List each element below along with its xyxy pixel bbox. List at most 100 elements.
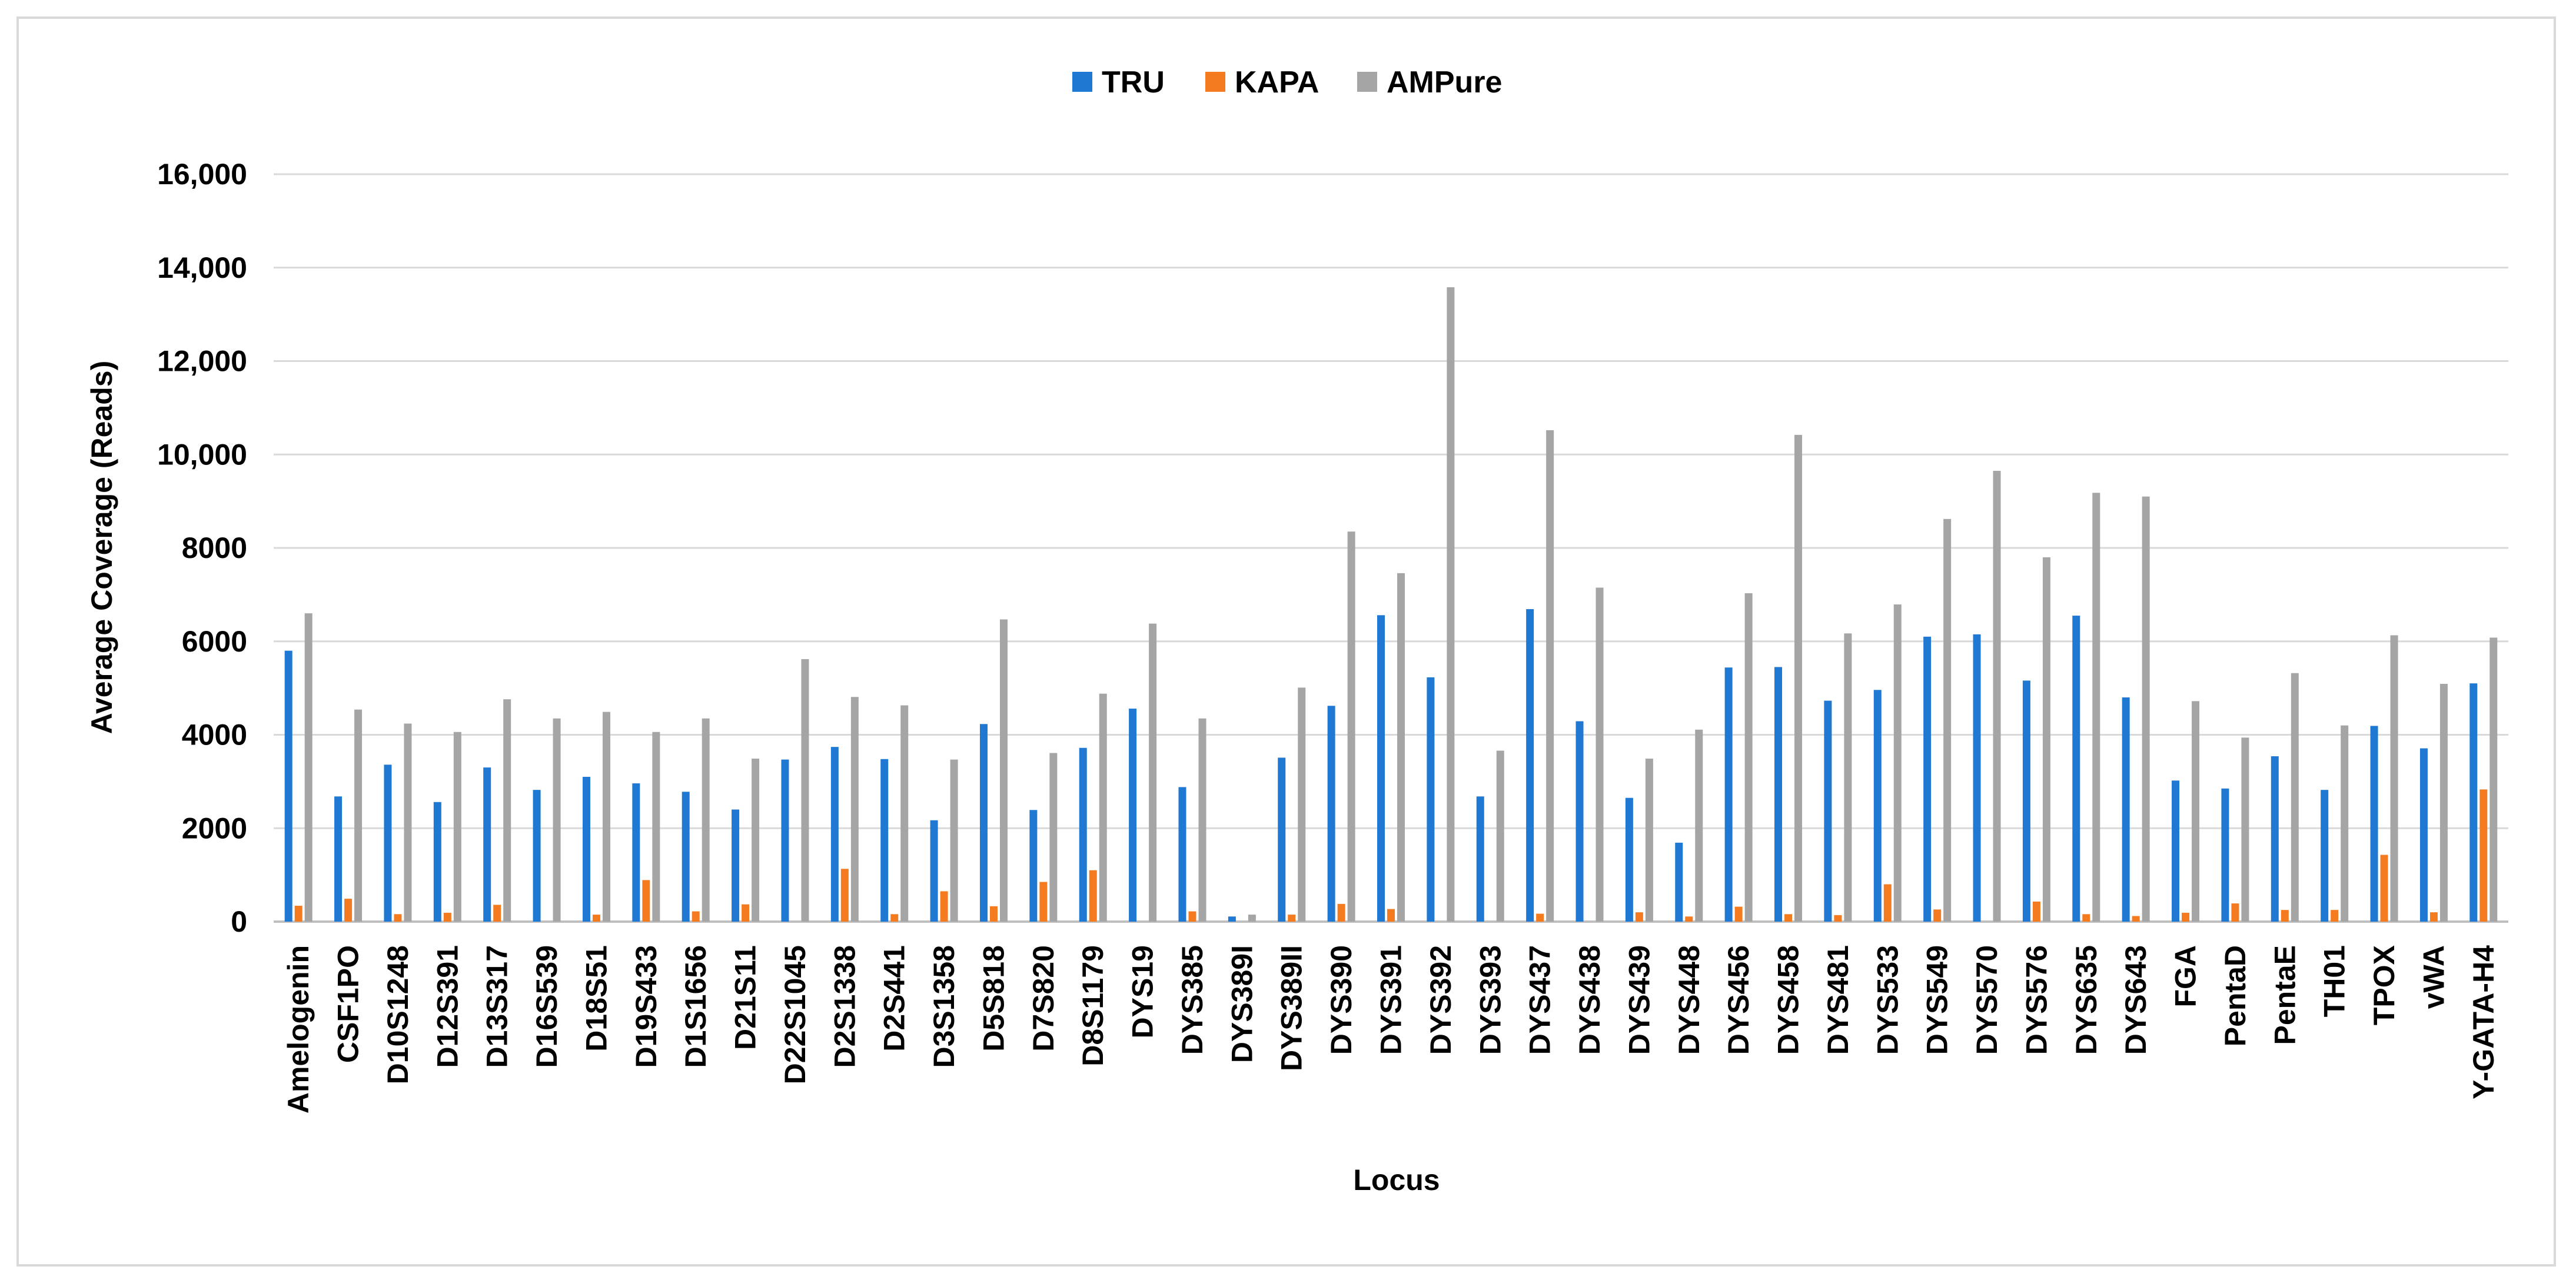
y-tick-label: 8000 [182, 531, 247, 564]
legend-label-tru: TRU [1102, 65, 1165, 99]
bar-ampure-dys391 [1397, 573, 1405, 922]
bar-ampure-d2s1338 [850, 697, 859, 922]
x-tick-label: DYS635 [2070, 945, 2103, 1055]
bars [284, 287, 2498, 922]
bar-kapa-dys533 [1883, 884, 1892, 922]
x-tick-label: D10S1248 [381, 945, 414, 1084]
bar-ampure-d13s317 [503, 699, 511, 922]
bar-tru-dys458 [1774, 667, 1783, 922]
bar-kapa-csf1po [344, 899, 353, 922]
x-tick-label: PentaE [2268, 945, 2301, 1045]
bar-kapa-dys458 [1784, 914, 1793, 922]
bar-ampure-d1s1656 [702, 718, 710, 922]
bar-ampure-d10s1248 [404, 723, 412, 922]
x-tick-label: DYS448 [1673, 945, 1706, 1055]
bar-tru-d18s51 [582, 776, 590, 922]
bar-ampure-d7s820 [1049, 753, 1058, 922]
bar-kapa-dys448 [1685, 916, 1693, 922]
bar-tru-dys456 [1724, 667, 1733, 922]
bar-tru-d1s1656 [682, 792, 690, 922]
bar-tru-d19s433 [632, 783, 640, 922]
bar-tru-pentad [2221, 788, 2229, 922]
x-tick-label: D2S1338 [828, 945, 861, 1068]
bar-kapa-dys576 [2032, 901, 2040, 922]
bar-tru-dys438 [1575, 721, 1584, 922]
bar-tru-dys389ii [1278, 757, 1286, 922]
bar-ampure-dys392 [1447, 287, 1455, 922]
x-tick-label: DYS533 [1871, 945, 1904, 1055]
x-tick-label: D22S1045 [779, 945, 812, 1084]
bar-ampure-d16s539 [553, 718, 561, 922]
bar-ampure-dys456 [1744, 593, 1753, 922]
bar-ampure-d5s818 [999, 619, 1008, 922]
bar-ampure-csf1po [354, 709, 363, 922]
bar-ampure-dys533 [1893, 604, 1902, 922]
bar-ampure-dys385 [1198, 718, 1206, 922]
x-tick-label: FGA [2169, 945, 2202, 1008]
x-tick-label: D13S317 [481, 945, 514, 1068]
bar-tru-dys392 [1427, 677, 1435, 922]
bar-tru-d3s1358 [930, 820, 938, 922]
x-tick-label: CSF1PO [332, 945, 365, 1063]
bar-ampure-dys643 [2142, 496, 2150, 922]
bar-tru-pentae [2271, 756, 2279, 922]
x-tick-label: DYS458 [1772, 945, 1805, 1055]
bar-kapa-d13s317 [493, 905, 501, 922]
bar-ampure-dys389ii [1298, 687, 1306, 922]
x-tick-label: DYS481 [1822, 945, 1854, 1055]
bar-tru-d16s539 [533, 790, 541, 922]
bar-ampure-d12s391 [453, 732, 461, 922]
x-tick-label: DYS570 [1970, 945, 2003, 1055]
bar-ampure-vwa [2439, 683, 2448, 922]
bar-kapa-dys390 [1337, 903, 1345, 922]
bar-ampure-dys438 [1596, 587, 1604, 922]
x-tick-label: DYS549 [1921, 945, 1954, 1055]
bar-tru-d7s820 [1029, 810, 1038, 922]
x-tick-label: TH01 [2318, 945, 2351, 1017]
bar-ampure-dys439 [1645, 758, 1653, 922]
x-tick-label: DYS393 [1474, 945, 1507, 1055]
bar-kapa-th01 [2331, 910, 2339, 922]
legend: TRU KAPA AMPure [1072, 65, 1502, 99]
bar-ampure-dys390 [1347, 531, 1355, 922]
bar-tru-dys481 [1824, 700, 1832, 922]
bar-ampure-dys393 [1496, 750, 1504, 922]
bar-tru-fga [2172, 780, 2180, 922]
x-tick-label: D18S51 [580, 945, 613, 1052]
x-tick-label: DYS389I [1225, 945, 1258, 1063]
y-tick-label: 6000 [182, 625, 247, 658]
bar-kapa-d21s11 [742, 904, 750, 922]
bar-kapa-amelogenin [294, 906, 303, 922]
x-tick-label: vWA [2417, 945, 2450, 1009]
bar-tru-d10s1248 [384, 765, 392, 922]
bar-ampure-pentae [2291, 673, 2299, 922]
bar-kapa-d3s1358 [940, 891, 948, 922]
legend-label-ampure: AMPure [1387, 65, 1502, 99]
x-tick-label: DYS390 [1325, 945, 1358, 1055]
x-tick-label: D2S441 [878, 945, 911, 1052]
x-tick-label: D3S1358 [928, 945, 960, 1068]
y-tick-label: 14,000 [157, 251, 247, 284]
bar-tru-dys391 [1377, 615, 1385, 922]
bar-ampure-dys549 [1943, 518, 1952, 922]
x-tick-label: TPOX [2368, 945, 2401, 1025]
bar-kapa-d7s820 [1039, 882, 1048, 922]
bar-tru-vwa [2419, 748, 2428, 922]
x-tick-label: DYS392 [1424, 945, 1457, 1055]
bar-kapa-d5s818 [989, 906, 998, 922]
bar-tru-dys393 [1476, 796, 1484, 922]
bar-ampure-fga [2192, 701, 2200, 922]
bar-tru-dys437 [1526, 609, 1534, 922]
bar-ampure-dys481 [1844, 633, 1852, 922]
x-tick-label: DYS385 [1176, 945, 1209, 1055]
bar-kapa-pentad [2231, 903, 2239, 922]
x-tick-label: Amelogenin [282, 945, 315, 1114]
y-axis-ticks: 0 2000 4000 6000 8000 10,000 12,000 14,000 16,00… [157, 158, 247, 938]
bar-kapa-d10s1248 [394, 914, 402, 922]
bar-ampure-dys389i [1248, 915, 1256, 922]
bar-kapa-dys643 [2132, 916, 2140, 922]
x-tick-label: D1S1656 [679, 945, 712, 1068]
bar-tru-d21s11 [732, 809, 740, 922]
bar-kapa-dys439 [1635, 912, 1643, 922]
